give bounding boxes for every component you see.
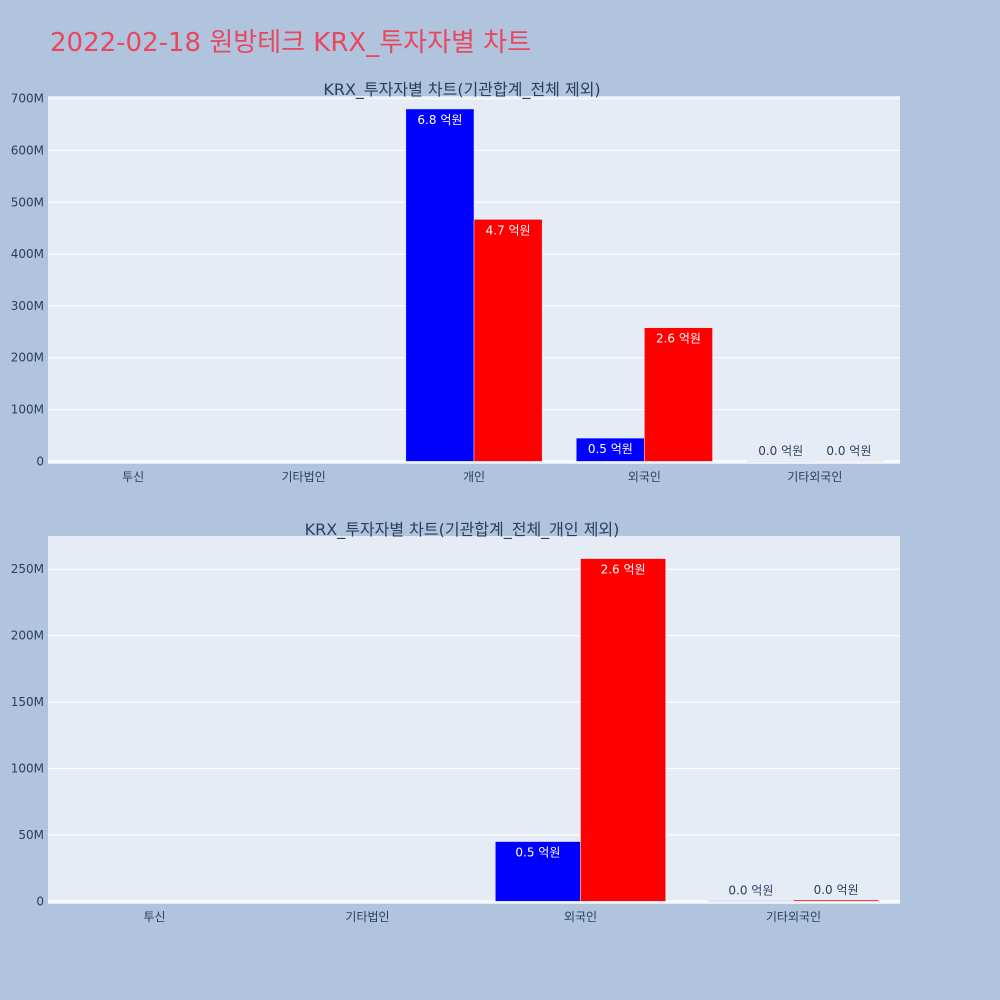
- y-tick-label: 0: [36, 894, 44, 908]
- x-tick-label: 기타외국인: [787, 470, 842, 484]
- y-tick-label: 400M: [11, 247, 44, 261]
- bar-data-label: 0.5 억원: [515, 846, 560, 860]
- bar-data-label: 0.0 억원: [814, 883, 859, 897]
- y-tick-label: 250M: [11, 562, 44, 576]
- x-tick-label: 투신: [122, 470, 144, 484]
- bar: [580, 558, 666, 902]
- bar: [708, 900, 794, 902]
- investor-chart-bottom: 0 50M 100M 150M 200M 250M KRX_투자자별 차트(기관합계_전체_…: [11, 520, 900, 924]
- y-tick-label: 200M: [11, 351, 44, 365]
- bar: [644, 327, 713, 462]
- page-title: 2022-02-18 원방테크 KRX_투자자별 차트: [50, 28, 532, 58]
- y-tick-label: 500M: [11, 195, 44, 209]
- y-tick-label: 50M: [18, 828, 44, 842]
- y-tick-label: 600M: [11, 143, 44, 157]
- bar: [793, 899, 879, 902]
- bar-data-label: 0.0 억원: [728, 884, 773, 898]
- bar-data-label: 2.6 억원: [656, 332, 701, 346]
- x-tick-label: 기타법인: [345, 910, 389, 924]
- bar-data-label: 6.8 억원: [417, 113, 462, 127]
- y-tick-label: 200M: [11, 629, 44, 643]
- bar: [495, 841, 581, 902]
- bar: [405, 108, 475, 462]
- x-tick-label: 투신: [143, 910, 165, 924]
- bar-data-label: 0.0 억원: [826, 444, 871, 458]
- x-tick-label: 기타외국인: [766, 910, 821, 924]
- investor-chart-top: 0 100M 200M 300M 400M 500M 600M 700M KRX_투자자별 차트…: [11, 80, 900, 484]
- bar-data-label: 0.5 억원: [588, 442, 633, 456]
- y-tick-label: 700M: [11, 92, 44, 106]
- y-tick-label: 300M: [11, 299, 44, 313]
- y-tick-label: 150M: [11, 695, 44, 709]
- x-tick-label: 외국인: [564, 910, 597, 924]
- bar: [473, 219, 543, 462]
- bar-data-label: 4.7 억원: [486, 223, 531, 237]
- chart-title: KRX_투자자별 차트(기관합계_전체 제외): [323, 80, 600, 100]
- x-tick-label: 개인: [463, 470, 485, 484]
- y-tick-label: 100M: [11, 403, 44, 417]
- bar-data-label: 2.6 억원: [601, 563, 646, 577]
- y-tick-label: 100M: [11, 761, 44, 775]
- bar-data-label: 0.0 억원: [758, 444, 803, 458]
- chart-title: KRX_투자자별 차트(기관합계_전체_개인 제외): [305, 520, 620, 540]
- plot-area: [48, 536, 900, 904]
- x-tick-label: 외국인: [628, 470, 661, 484]
- x-tick-label: 기타법인: [282, 470, 326, 484]
- bar: [814, 460, 884, 462]
- y-tick-label: 0: [36, 454, 44, 468]
